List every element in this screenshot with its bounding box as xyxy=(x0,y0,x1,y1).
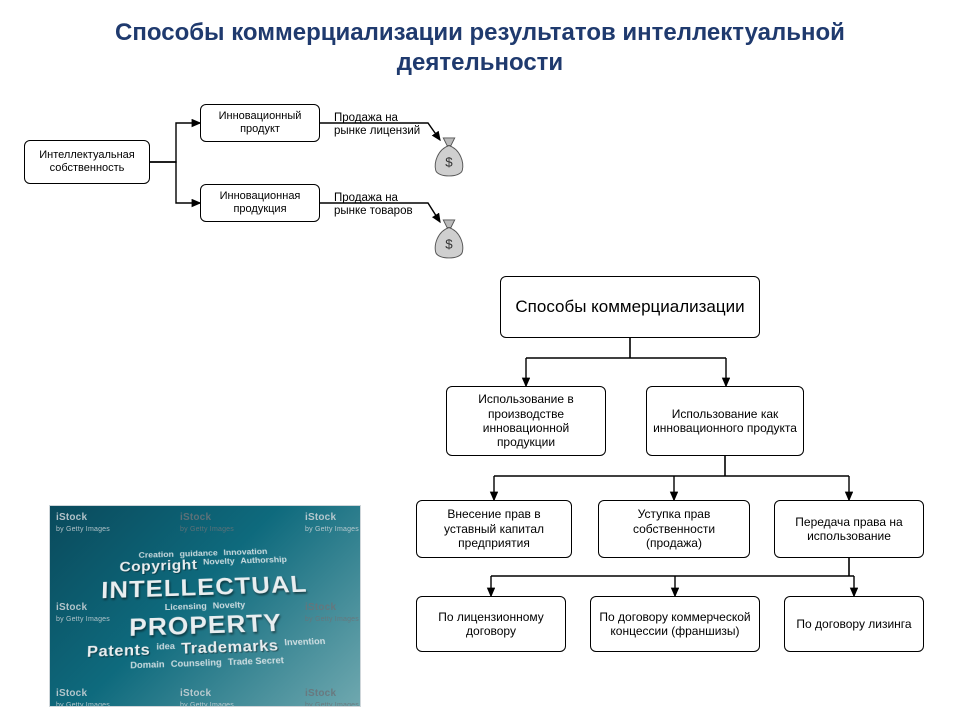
node-ip: Интеллектуальная собственность xyxy=(24,140,150,184)
wc-word: Domain xyxy=(130,659,164,670)
wc-word: Trade Secret xyxy=(228,655,285,667)
wc-word: Novelty xyxy=(203,557,235,574)
node-prod: Инновационный продукт xyxy=(200,104,320,142)
svg-text:$: $ xyxy=(445,236,453,251)
node-leasing: По договору лизинга xyxy=(784,596,924,652)
node-transfer: Передача права на использование xyxy=(774,500,924,558)
wc-word: Authorship xyxy=(240,555,288,572)
money-bag-icon: $ xyxy=(430,214,468,262)
watermark: iStockby Getty Images xyxy=(180,512,234,534)
watermark: iStockby Getty Images xyxy=(180,688,234,706)
node-cap: Внесение прав в уставный капитал предпри… xyxy=(416,500,572,558)
wc-word: Counseling xyxy=(171,657,222,669)
wc-word: Patents xyxy=(87,642,151,662)
node-lic: По лицензионному договору xyxy=(416,596,566,652)
node-goods: Инновационная продукция xyxy=(200,184,320,222)
node-use-inno: Использование как инновационного продукт… xyxy=(646,386,804,456)
wc-word: Invention xyxy=(284,636,327,655)
svg-text:$: $ xyxy=(445,154,453,169)
diagram-canvas: Интеллектуальная собственность Инновацио… xyxy=(0,86,960,726)
money-bag-icon: $ xyxy=(430,132,468,180)
node-franch: По договору коммерческой концессии (фран… xyxy=(590,596,760,652)
page-title: Способы коммерциализации результатов инт… xyxy=(0,0,960,86)
watermark: iStockby Getty Images xyxy=(305,512,359,534)
wordcloud: CreationguidanceInnovation CopyrightNove… xyxy=(72,545,343,672)
watermark: iStockby Getty Images xyxy=(305,602,359,624)
node-use-prod: Использование в производстве инновационн… xyxy=(446,386,606,456)
label-market-lic: Продажа нарынке лицензий xyxy=(334,112,444,138)
watermark: iStockby Getty Images xyxy=(56,688,110,706)
decorative-photo: CreationguidanceInnovation CopyrightNove… xyxy=(50,506,360,706)
wc-word: idea xyxy=(156,641,175,659)
wc-word: Licensing xyxy=(165,601,207,612)
watermark: iStockby Getty Images xyxy=(305,688,359,706)
watermark: iStockby Getty Images xyxy=(56,602,110,624)
label-market-goods: Продажа нарынке товаров xyxy=(334,192,444,218)
wc-word: Creation xyxy=(139,550,174,560)
node-methods: Способы коммерциализации xyxy=(500,276,760,338)
watermark: iStockby Getty Images xyxy=(56,512,110,534)
node-sell: Уступка прав собственности (продажа) xyxy=(598,500,750,558)
wc-word: Novelty xyxy=(213,600,246,610)
